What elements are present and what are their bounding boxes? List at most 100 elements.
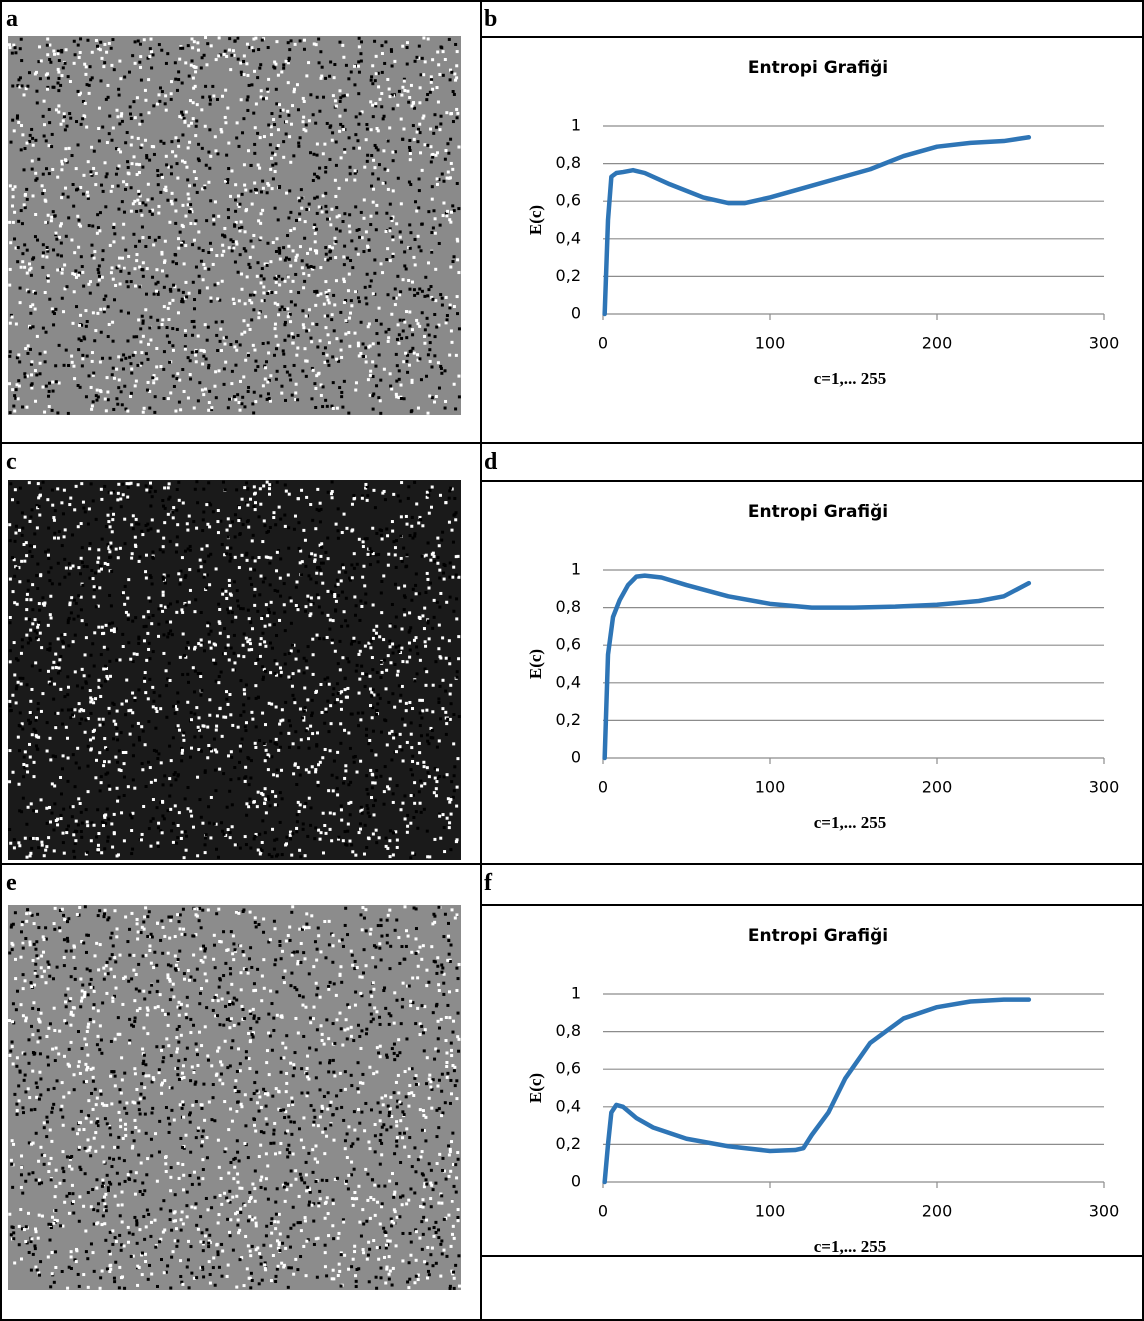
- noise-pixel: [158, 326, 161, 329]
- noise-pixel: [399, 236, 402, 239]
- noise-pixel: [216, 520, 219, 523]
- noise-pixel: [248, 84, 251, 87]
- noise-pixel: [170, 759, 173, 762]
- noise-pixel: [13, 601, 16, 604]
- noise-pixel: [29, 515, 32, 518]
- noise-pixel: [142, 261, 145, 264]
- noise-pixel: [303, 100, 306, 103]
- noise-pixel: [138, 240, 141, 243]
- noise-pixel: [302, 1035, 305, 1038]
- noise-pixel: [301, 259, 304, 262]
- noise-pixel: [67, 196, 70, 199]
- noise-pixel: [355, 381, 358, 384]
- noise-pixel: [94, 329, 97, 332]
- noise-pixel: [411, 105, 414, 108]
- noise-pixel: [162, 142, 165, 145]
- noise-pixel: [49, 1239, 52, 1242]
- noise-pixel: [104, 295, 107, 298]
- noise-pixel: [339, 96, 342, 99]
- panel-label: c: [6, 449, 17, 475]
- noise-pixel: [198, 716, 201, 719]
- noise-pixel: [262, 286, 265, 289]
- noise-pixel: [94, 697, 97, 700]
- noise-pixel: [422, 73, 425, 76]
- noise-pixel: [377, 177, 380, 180]
- noise-pixel: [200, 644, 203, 647]
- noise-pixel: [127, 618, 130, 621]
- noise-pixel: [456, 116, 459, 119]
- noise-pixel: [188, 75, 191, 78]
- noise-pixel: [327, 730, 330, 733]
- noise-pixel: [336, 579, 339, 582]
- noise-pixel: [337, 662, 340, 665]
- noise-pixel: [348, 213, 351, 216]
- noise-pixel: [49, 61, 52, 64]
- noise-pixel: [403, 89, 406, 92]
- noise-pixel: [419, 724, 422, 727]
- noise-pixel: [16, 356, 19, 359]
- noise-pixel: [385, 687, 388, 690]
- noise-pixel: [73, 62, 76, 65]
- noise-pixel: [62, 66, 65, 69]
- noise-pixel: [316, 508, 319, 511]
- noise-pixel: [343, 212, 346, 215]
- noise-pixel: [374, 506, 377, 509]
- noise-pixel: [168, 302, 171, 305]
- noise-pixel: [372, 804, 375, 807]
- noise-pixel: [170, 1109, 173, 1112]
- noise-pixel: [442, 572, 445, 575]
- noise-pixel: [74, 670, 77, 673]
- noise-pixel: [326, 122, 329, 125]
- noise-pixel: [122, 223, 125, 226]
- noise-pixel: [241, 193, 244, 196]
- noise-pixel: [309, 1017, 312, 1020]
- noise-pixel: [253, 181, 256, 184]
- noise-pixel: [117, 556, 120, 559]
- noise-pixel: [171, 327, 174, 330]
- noise-pixel: [433, 560, 436, 563]
- noise-pixel: [377, 553, 380, 556]
- noise-pixel: [419, 151, 422, 154]
- noise-pixel: [60, 222, 63, 225]
- noise-pixel: [335, 1094, 338, 1097]
- noise-pixel: [399, 733, 402, 736]
- noise-pixel: [161, 1060, 164, 1063]
- noise-pixel: [186, 522, 189, 525]
- noise-pixel: [350, 643, 353, 646]
- noise-pixel: [195, 1136, 198, 1139]
- noise-pixel: [243, 73, 246, 76]
- noise-pixel: [409, 247, 412, 250]
- noise-pixel: [413, 532, 416, 535]
- noise-pixel: [225, 336, 228, 339]
- noise-pixel: [454, 79, 457, 82]
- noise-pixel: [440, 115, 443, 118]
- noise-pixel: [441, 173, 444, 176]
- noise-pixel: [144, 743, 147, 746]
- noise-pixel: [391, 151, 394, 154]
- noise-pixel: [169, 808, 172, 811]
- noise-pixel: [62, 646, 65, 649]
- noise-pixel: [13, 673, 16, 676]
- noise-pixel: [315, 572, 318, 575]
- noise-pixel: [53, 537, 56, 540]
- noise-pixel: [208, 401, 211, 404]
- noise-pixel: [269, 526, 272, 529]
- noise-pixel: [16, 990, 19, 993]
- noise-pixel: [391, 730, 394, 733]
- noise-pixel: [48, 405, 51, 408]
- noise-pixel: [417, 235, 420, 238]
- noise-pixel: [13, 394, 16, 397]
- noise-pixel: [450, 341, 453, 344]
- noise-pixel: [197, 569, 200, 572]
- noise-pixel: [246, 275, 249, 278]
- noise-pixel: [77, 348, 80, 351]
- noise-pixel: [116, 115, 119, 118]
- noise-pixel: [96, 283, 99, 286]
- noise-pixel: [413, 1077, 416, 1080]
- noise-pixel: [228, 398, 231, 401]
- noise-pixel: [275, 335, 278, 338]
- noise-pixel: [248, 798, 251, 801]
- noise-pixel: [358, 831, 361, 834]
- noise-pixel: [228, 579, 231, 582]
- noise-pixel: [437, 361, 440, 364]
